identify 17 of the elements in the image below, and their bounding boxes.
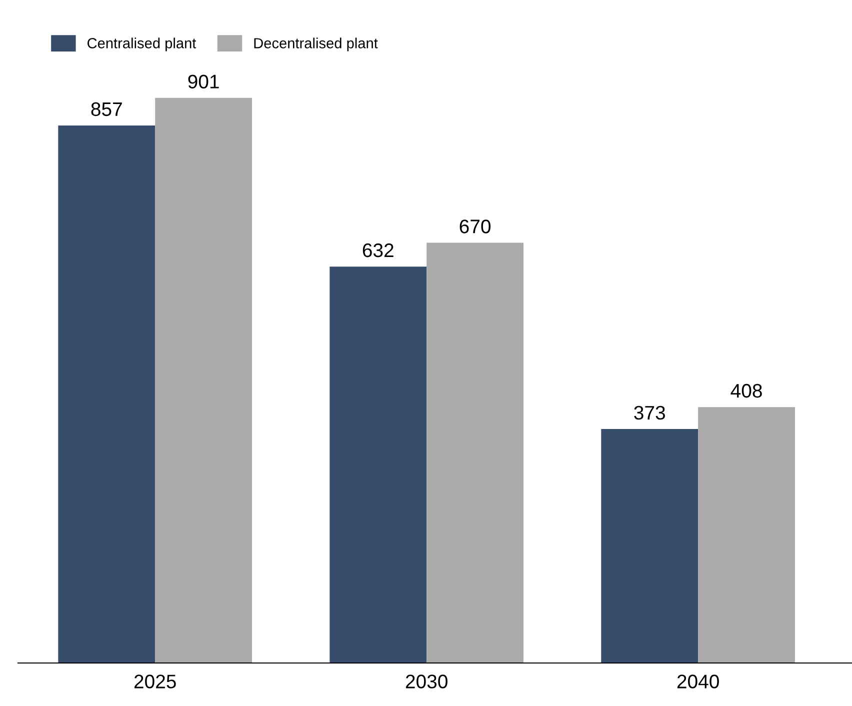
data-label: 408 bbox=[730, 384, 762, 398]
data-label: 901 bbox=[188, 74, 219, 88]
data-label: 670 bbox=[460, 220, 491, 234]
bar bbox=[601, 429, 698, 663]
x-tick-label: 2040 bbox=[677, 674, 719, 688]
x-tick-label: 2025 bbox=[134, 674, 176, 688]
legend-label: Centralised plant bbox=[88, 38, 196, 52]
legend-label: Decentralised plant bbox=[254, 38, 378, 52]
bar bbox=[698, 407, 795, 663]
data-label: 373 bbox=[634, 406, 665, 420]
data-label: 632 bbox=[362, 243, 394, 258]
bar bbox=[426, 242, 524, 663]
bar bbox=[58, 125, 156, 663]
bar bbox=[155, 98, 252, 663]
x-tick-label: 2030 bbox=[406, 674, 448, 688]
data-label: 857 bbox=[91, 102, 122, 116]
bar bbox=[330, 266, 427, 663]
